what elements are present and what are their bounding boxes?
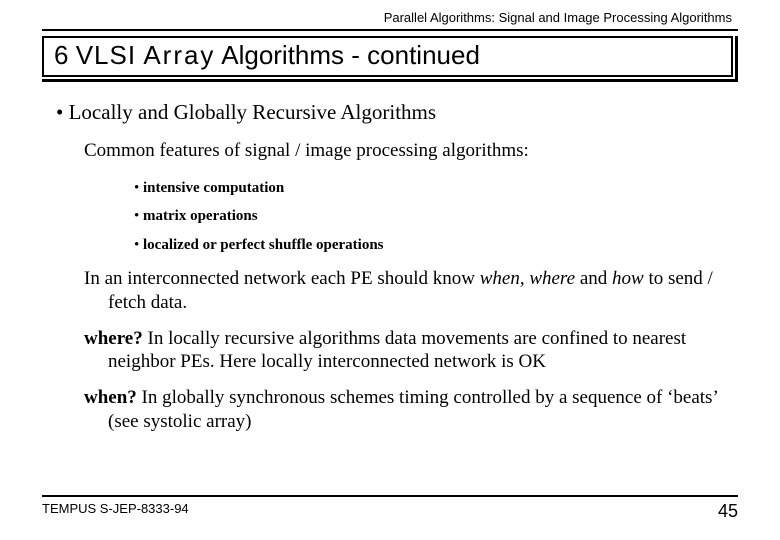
title-word-array: Array bbox=[143, 40, 215, 70]
bottom-rule bbox=[42, 495, 738, 497]
lead-when: when? bbox=[84, 387, 137, 408]
title-rest: Algorithms - continued bbox=[221, 40, 480, 70]
page-number: 45 bbox=[718, 501, 738, 522]
title-number: 6 bbox=[54, 40, 68, 70]
paragraph-interconnected: In an interconnected network each PE sho… bbox=[84, 267, 728, 315]
paragraph-where: where? In locally recursive algorithms d… bbox=[84, 327, 728, 375]
section-title: 6 VLSI Array Algorithms - continued bbox=[42, 36, 733, 77]
top-rule bbox=[42, 29, 738, 31]
title-word-vlsi: VLSI bbox=[76, 40, 136, 70]
title-box-shadow: 6 VLSI Array Algorithms - continued bbox=[42, 36, 738, 82]
list-item: localized or perfect shuffle operations bbox=[134, 231, 738, 260]
emphasis-where: where bbox=[525, 268, 575, 289]
footer: TEMPUS S-JEP-8333-94 45 bbox=[42, 495, 738, 522]
text: In an interconnected network each PE sho… bbox=[84, 268, 480, 289]
header-label: Parallel Algorithms: Signal and Image Pr… bbox=[42, 10, 738, 25]
lead-where: where? bbox=[84, 328, 143, 349]
paragraph-when: when? In globally synchronous schemes ti… bbox=[84, 386, 728, 434]
list-item: intensive computation bbox=[134, 174, 738, 203]
feature-list: intensive computation matrix operations … bbox=[134, 174, 738, 260]
text: and bbox=[575, 268, 612, 289]
list-item: matrix operations bbox=[134, 202, 738, 231]
intro-paragraph: Common features of signal / image proces… bbox=[84, 139, 738, 164]
emphasis-when: when, bbox=[480, 268, 525, 289]
footer-left: TEMPUS S-JEP-8333-94 bbox=[42, 501, 189, 522]
main-bullet: Locally and Globally Recursive Algorithm… bbox=[56, 100, 738, 125]
emphasis-how: how bbox=[612, 268, 644, 289]
text: In globally synchronous schemes timing c… bbox=[108, 387, 717, 432]
content: Locally and Globally Recursive Algorithm… bbox=[42, 100, 738, 434]
text: In locally recursive algorithms data mov… bbox=[108, 328, 686, 373]
